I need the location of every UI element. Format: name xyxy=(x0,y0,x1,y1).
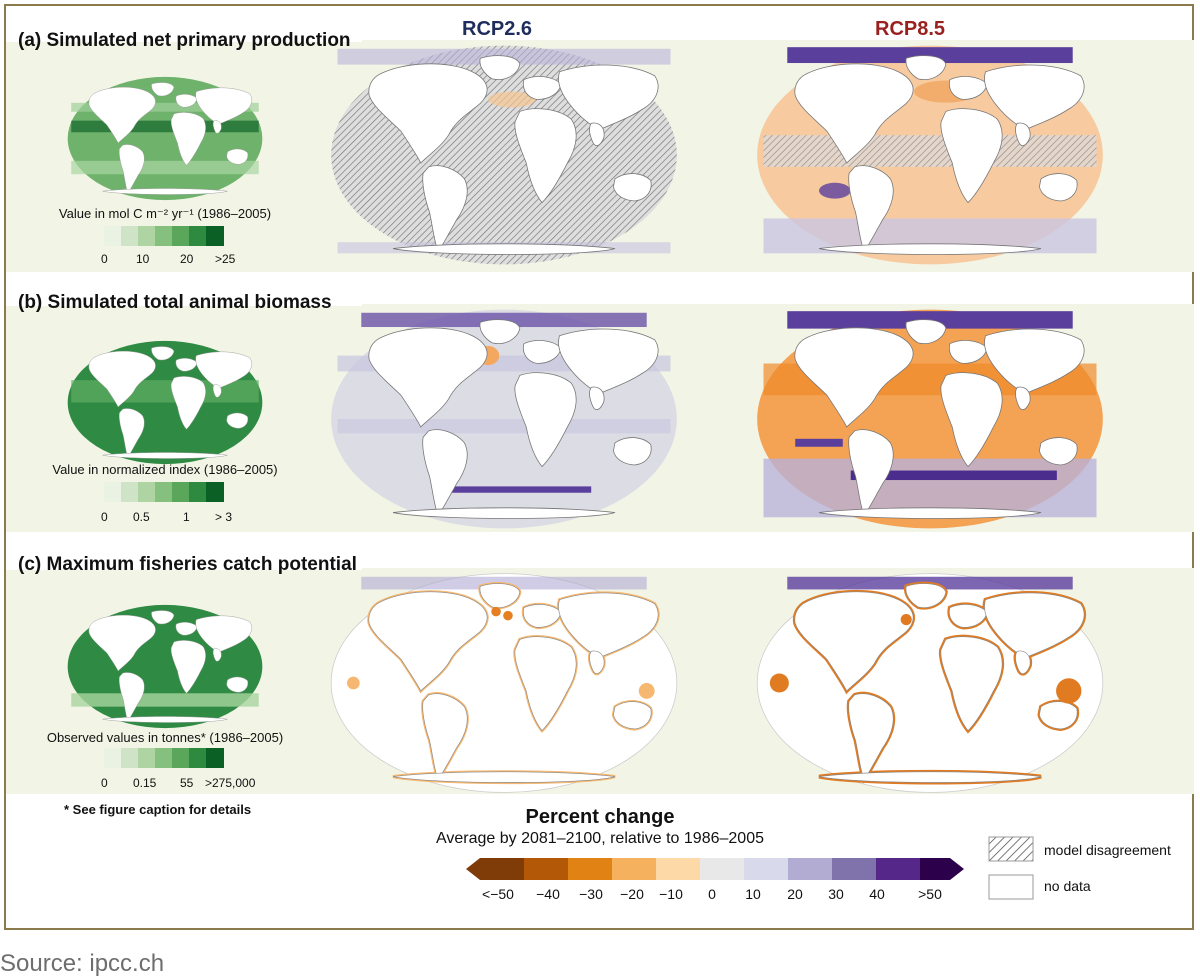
panel-b-green-scale xyxy=(104,482,224,502)
panel-c-scale-label: 55 xyxy=(180,776,194,790)
panel-c-scale-label: >275,000 xyxy=(205,776,256,790)
percent-change-title: Percent change xyxy=(525,806,675,828)
panel-b-scale-label: 0 xyxy=(101,510,108,524)
panel-a-rcp85-map xyxy=(757,45,1103,265)
panel-a-scale-label: 20 xyxy=(180,252,194,266)
percent-change-subtitle: Average by 2081–2100, relative to 1986–2… xyxy=(436,830,764,847)
panel-b-scale-label: > 3 xyxy=(215,510,233,524)
percent-change-colorbar xyxy=(466,858,964,880)
panel-c-legend-caption: Observed values in tonnes* (1986–2005) xyxy=(46,730,284,745)
colorbar-tick-label: <−50 xyxy=(482,886,514,902)
panel-a-title: (a) Simulated net primary production xyxy=(18,30,351,51)
panel-c-scale-label: 0.15 xyxy=(133,776,157,790)
panel-c-rcp26-map xyxy=(330,573,678,793)
panel-a-legend-caption: Value in mol C m⁻² yr⁻¹ (1986–2005) xyxy=(58,206,272,221)
colorbar-tick-label: 20 xyxy=(787,886,803,902)
panel-b-legend-caption: Value in normalized index (1986–2005) xyxy=(52,462,278,477)
panel-b-scale-label: 0.5 xyxy=(133,510,150,524)
panel-b-tab xyxy=(6,286,362,306)
panel-a-scale-label: >25 xyxy=(215,252,236,266)
colorbar-tick-label: −30 xyxy=(579,886,603,902)
panel-b-scale-label: 1 xyxy=(183,510,190,524)
panel-a-tab xyxy=(6,6,362,42)
colorbar-tick-label: −10 xyxy=(659,886,683,902)
panel-c-scale-label: 0 xyxy=(101,776,108,790)
panel-b-title: (b) Simulated total animal biomass xyxy=(18,292,332,313)
panel-b-rcp26-map xyxy=(331,309,677,529)
source-credit: Source: ipcc.ch xyxy=(0,950,165,977)
panel-a-green-scale xyxy=(104,226,224,246)
footnote: * See figure caption for details xyxy=(64,802,252,817)
panel-c-baseline-map xyxy=(67,604,263,729)
panel-c-rcp85-map xyxy=(756,573,1104,793)
colorbar-tick-label: 30 xyxy=(828,886,844,902)
panel-a-baseline-map xyxy=(67,76,263,201)
colorbar-tick-label: −40 xyxy=(536,886,560,902)
no-data-label: no data xyxy=(1044,878,1091,894)
colorbar-tick-label: 40 xyxy=(869,886,885,902)
panel-a-scale-label: 10 xyxy=(136,252,150,266)
panel-a-scale-label: 0 xyxy=(101,252,108,266)
column-header-rcp85: RCP8.5 xyxy=(875,18,946,40)
panel-c-tab xyxy=(6,550,362,570)
panel-c-green-scale xyxy=(104,748,224,768)
no-data-swatch xyxy=(988,874,1034,900)
panel-c-title: (c) Maximum fisheries catch potential xyxy=(18,554,357,575)
colorbar-tick-label: >50 xyxy=(918,886,942,902)
model-disagreement-swatch xyxy=(988,836,1034,862)
colorbar-tick-label: 10 xyxy=(745,886,761,902)
colorbar-tick-label: −20 xyxy=(620,886,644,902)
column-header-rcp26: RCP2.6 xyxy=(462,18,533,40)
model-disagreement-label: model disagreement xyxy=(1044,842,1171,858)
panel-a-rcp26-map xyxy=(331,45,677,265)
panel-b-baseline-map xyxy=(67,340,263,465)
colorbar-tick-label: 0 xyxy=(708,886,716,902)
panel-b-rcp85-map xyxy=(757,309,1103,529)
